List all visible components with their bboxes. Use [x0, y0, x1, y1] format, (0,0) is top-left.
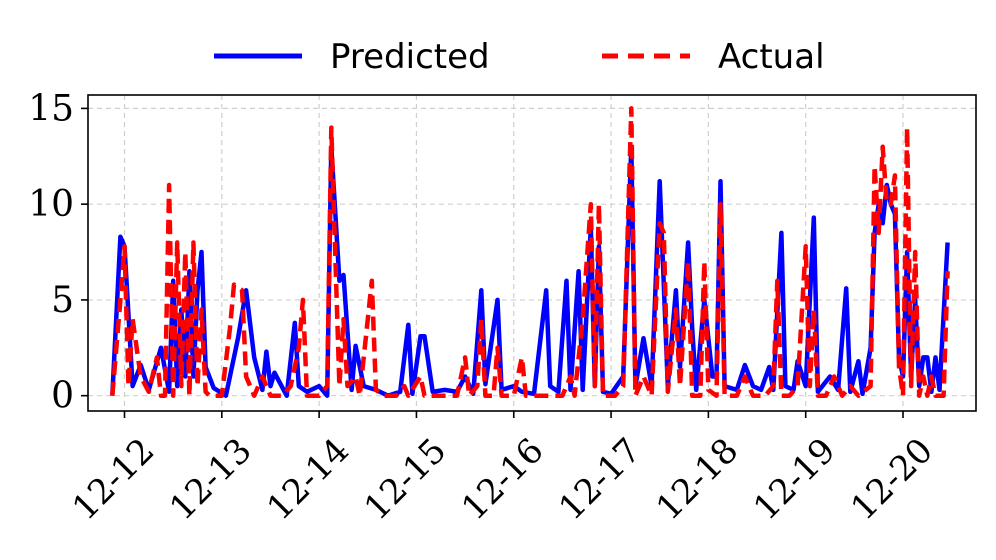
y-tick-label: 0	[51, 376, 74, 417]
plot-area	[110, 106, 950, 398]
x-axis: 12-12 12-13 12-14 12-15 12-16 12-17 12-18 12-19…	[65, 411, 941, 528]
y-tick-label: 5	[51, 280, 74, 321]
x-tick-label: 12-18	[649, 431, 747, 529]
legend: Predicted Actual	[214, 37, 825, 77]
legend-label-predicted: Predicted	[330, 37, 490, 77]
y-tick-label: 10	[28, 184, 74, 225]
x-tick-label: 12-20	[843, 431, 941, 529]
x-tick-label: 12-17	[551, 431, 649, 529]
x-tick-label: 12-16	[454, 431, 552, 529]
x-tick-label: 12-13	[162, 431, 260, 529]
series-line-predicted	[110, 144, 950, 398]
grid	[88, 95, 976, 411]
axes-frame	[87, 94, 977, 412]
y-tick-label: 15	[28, 88, 74, 129]
legend-label-actual: Actual	[718, 37, 825, 77]
y-axis: 0 5 10 15	[28, 88, 88, 417]
series-line-actual	[110, 106, 950, 398]
x-tick-label: 12-12	[65, 431, 163, 529]
x-tick-label: 12-15	[357, 431, 455, 529]
x-tick-label: 12-19	[746, 431, 844, 529]
x-tick-label: 12-14	[259, 431, 357, 529]
